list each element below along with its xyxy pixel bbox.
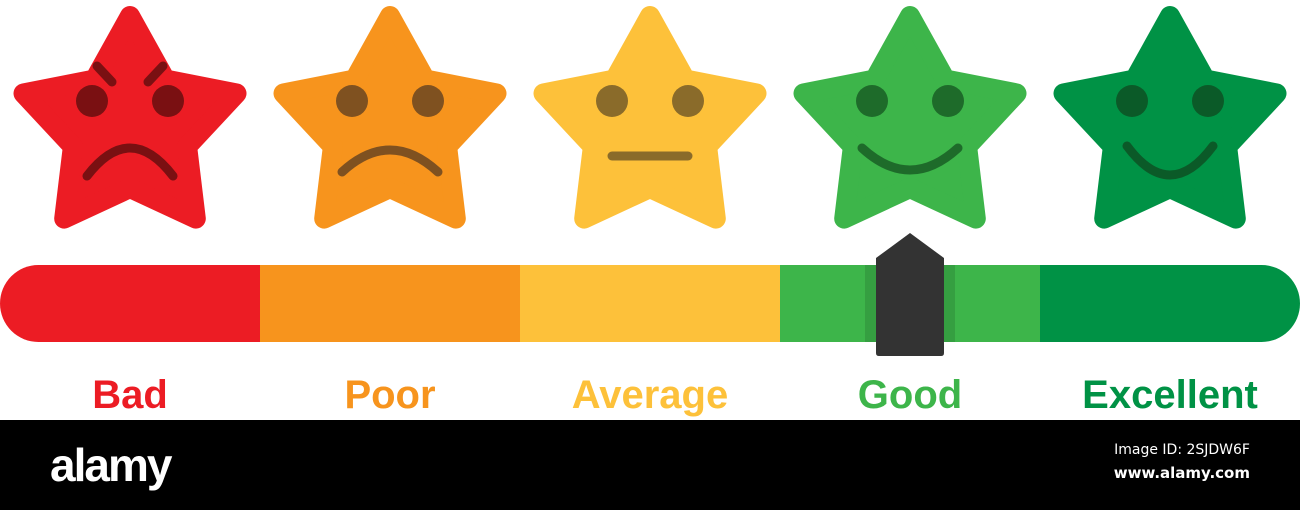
left-eye: [336, 85, 368, 117]
rating-bar: [0, 265, 1300, 342]
footer: alamy Image ID: 2SJDW6F www.alamy.com: [0, 420, 1300, 510]
label-bad: Bad: [92, 373, 168, 417]
bar-segment-excellent[interactable]: [1040, 265, 1300, 342]
bar-segment-bad[interactable]: [0, 265, 261, 342]
left-eyebrow: [92, 61, 117, 87]
alamy-logo: alamy: [50, 439, 172, 491]
star-shape: [533, 6, 767, 229]
label-average: Average: [572, 373, 728, 417]
right-eye: [412, 85, 444, 117]
indicator-marker[interactable]: [876, 233, 944, 356]
label-excellent: Excellent: [1082, 373, 1258, 417]
bar-segment-poor[interactable]: [260, 265, 521, 342]
star-good[interactable]: [793, 6, 1027, 229]
star-shape: [13, 6, 247, 229]
label-poor: Poor: [344, 373, 435, 417]
bar-segment-average[interactable]: [520, 265, 781, 342]
rating-labels: Bad Poor Average Good Excellent: [92, 373, 1258, 417]
right-eye: [932, 85, 964, 117]
star-bad[interactable]: [13, 6, 247, 229]
star-poor[interactable]: [273, 6, 507, 229]
indicator-pointer[interactable]: [876, 233, 944, 356]
image-id: Image ID: 2SJDW6F: [1114, 442, 1250, 458]
right-eyebrow: [143, 61, 168, 87]
left-eye: [76, 85, 108, 117]
label-good: Good: [858, 373, 962, 417]
site-url[interactable]: www.alamy.com: [1113, 464, 1250, 482]
star-average[interactable]: [533, 6, 767, 229]
rating-scale: Bad Poor Average Good Excellent: [0, 6, 1300, 417]
smile-mouth: [857, 143, 963, 175]
left-eye: [596, 85, 628, 117]
left-eye: [1116, 85, 1148, 117]
right-eye: [152, 85, 184, 117]
frown-mouth: [82, 143, 178, 181]
star-shape: [273, 6, 507, 229]
right-eye: [1192, 85, 1224, 117]
left-eye: [856, 85, 888, 117]
star-shape: [793, 6, 1027, 229]
frown-mouth: [337, 145, 443, 177]
right-eye: [672, 85, 704, 117]
big-smile-mouth: [1122, 141, 1218, 180]
star-shape: [1053, 6, 1287, 229]
star-excellent[interactable]: [1053, 6, 1287, 229]
star-row: [13, 6, 1287, 229]
